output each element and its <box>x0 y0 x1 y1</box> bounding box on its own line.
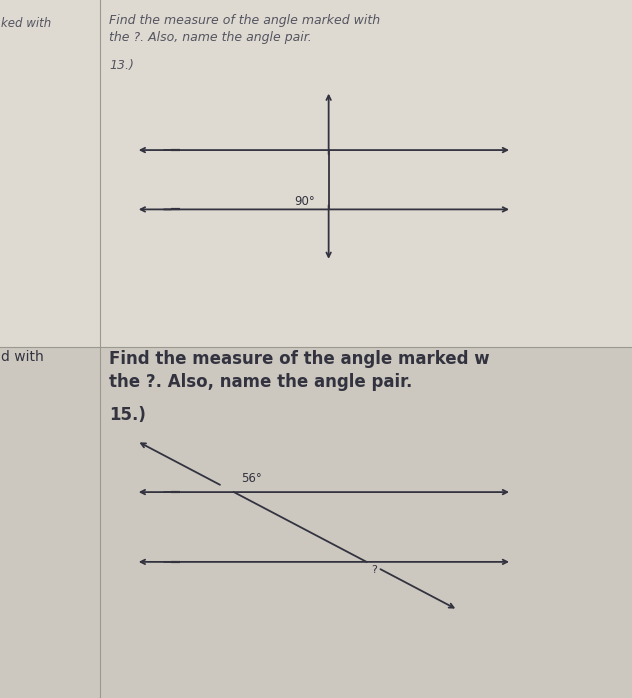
Text: 56°: 56° <box>241 472 262 485</box>
Text: 13.): 13.) <box>109 59 134 72</box>
Text: d with: d with <box>1 350 44 364</box>
Text: ?: ? <box>372 565 377 575</box>
Text: ked with: ked with <box>1 17 52 31</box>
Text: 15.): 15.) <box>109 406 146 424</box>
Text: Find the measure of the angle marked w
the ?. Also, name the angle pair.: Find the measure of the angle marked w t… <box>109 350 490 391</box>
Text: 90°: 90° <box>294 195 315 208</box>
Bar <box>0 347 632 698</box>
Text: Find the measure of the angle marked with
the ?. Also, name the angle pair.: Find the measure of the angle marked wit… <box>109 14 380 44</box>
Bar <box>0 0 632 347</box>
